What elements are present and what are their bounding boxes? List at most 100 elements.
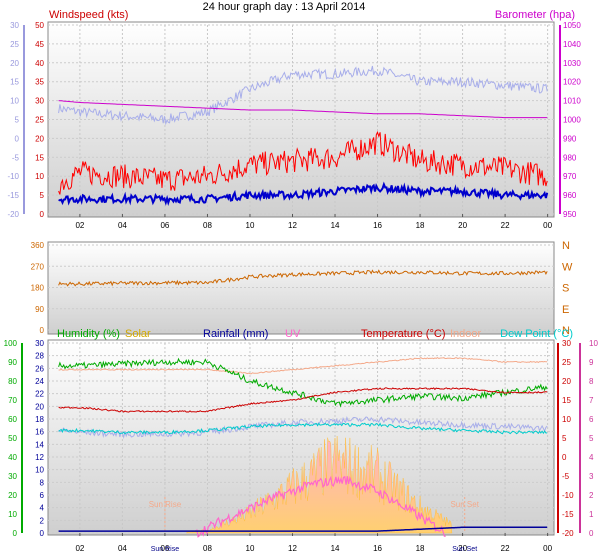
dew-point-trace [58,422,548,435]
solar-label: Solar [125,328,151,340]
temperature-xtick-label: 08 [203,544,212,553]
rainfall-tick-label: 2 [40,516,45,525]
temperature-tick-label: 0 [562,453,567,462]
rainfall-tick-label: 14 [35,440,44,449]
wind-panel-series [58,65,549,206]
temperature-label: Temperature (°C) [361,328,445,340]
barometer-tick-label: 1040 [563,40,581,49]
temperature-trace [58,387,548,413]
dew-point-tick-label: 7 [589,396,594,405]
temperature-scale-tick-label: -15 [7,191,19,200]
temperature-xtick-label: 14 [331,544,340,553]
dew-point-tick-label: 9 [589,358,594,367]
wind-xtick-label: 00 [543,221,552,230]
temperature-tick-label: 10 [562,415,571,424]
temperature-xtick-label: 02 [75,544,84,553]
wind-xtick-label: 14 [331,221,340,230]
dew-point-tick-label: 6 [589,415,594,424]
wind-xtick-label: 06 [160,221,169,230]
humidity-tick-label: 80 [8,377,17,386]
rainfall-tick-label: 12 [35,453,44,462]
barometer-tick-label: 990 [563,134,577,143]
barometer-tick-label: 1010 [563,97,581,106]
humidity-tick-label: 90 [8,358,17,367]
temperature-tick-label: 30 [562,339,571,348]
uv-label: UV [285,328,301,340]
rainfall-tick-label: 22 [35,390,44,399]
compass-label: E [562,304,569,316]
wind-xtick-label: 16 [373,221,382,230]
rainfall-tick-label: 24 [35,377,44,386]
humidity-tick-label: 40 [8,453,17,462]
wind-xtick-label: 12 [288,221,297,230]
direction-tick-label: 360 [31,241,45,250]
windspeed-tick-label: 30 [35,97,44,106]
barometer-tick-label: 1050 [563,21,581,30]
temperature-tick-label: -20 [562,529,574,538]
compass-label: N [562,325,570,337]
dew-point-tick-label: 1 [589,510,594,519]
temperature-tick-label: -10 [562,491,574,500]
sunset-label: Sun Set [450,500,479,509]
rainfall-trace [58,526,548,532]
wind-xtick-label: 02 [75,221,84,230]
dew-point-label: Dew Point (°C) [500,328,573,340]
windspeed-tick-label: 15 [35,153,44,162]
rainfall-tick-label: 26 [35,364,44,373]
wind-direction-series [58,269,548,287]
windspeed-tick-label: 45 [35,40,44,49]
page-title: 24 hour graph day : 13 April 2014 [203,1,366,13]
sunrise-label: Sun Rise [149,500,182,509]
windspeed-tick-label: 50 [35,21,44,30]
wind-xtick-label: 18 [416,221,425,230]
humidity-tick-label: 50 [8,434,17,443]
indoor-label: Indoor [450,328,482,340]
humidity-tick-label: 0 [13,529,18,538]
windspeed-tick-label: 25 [35,116,44,125]
apparent-temperature-trace [58,416,548,440]
temperature-panel-series [58,357,548,538]
temperature-xtick-label: 04 [118,544,127,553]
barometer-tick-label: 1020 [563,78,581,87]
barometer-tick-label: 1000 [563,116,581,125]
direction-tick-label: 270 [31,262,45,271]
uv-trace [196,475,446,538]
dew-point-tick-label: 0 [589,529,594,538]
temperature-xtick-label: 12 [288,544,297,553]
wind-xtick-label: 22 [501,221,510,230]
rainfall-tick-label: 6 [40,491,45,500]
compass-label: W [562,261,573,273]
temperature-scale-tick-label: -10 [7,172,19,181]
dew-point-tick-label: 8 [589,377,594,386]
dew-point-tick-label: 2 [589,491,594,500]
temperature-scale-tick-label: 20 [10,59,19,68]
wind-xtick-label: 04 [118,221,127,230]
temperature-tick-label: 15 [562,396,571,405]
temperature-scale-tick-label: 15 [10,78,19,87]
dew-point-tick-label: 10 [589,339,598,348]
rainfall-tick-label: 20 [35,402,44,411]
sunrise-axis-marker: Sun Rise [151,546,180,553]
barometer-tick-label: 950 [563,210,577,219]
average-wind-trace [58,181,549,206]
windspeed-axis-label: Windspeed (kts) [49,9,128,21]
temperature-trace [58,65,548,126]
temperature-scale-tick-label: 10 [10,97,19,106]
windspeed-tick-label: 0 [40,210,45,219]
rainfall-label: Rainfall (mm) [203,328,268,340]
temperature-scale-tick-label: 0 [15,134,20,143]
windspeed-tick-label: 20 [35,134,44,143]
temperature-tick-label: 5 [562,434,567,443]
wind-direction-trace [58,269,548,287]
temperature-scale-tick-label: 30 [10,21,19,30]
temperature-tick-label: 25 [562,358,571,367]
direction-tick-label: 180 [31,284,45,293]
rainfall-tick-label: 28 [35,352,44,361]
temperature-xtick-label: 06 [160,544,169,553]
sunset-axis-marker: Sun Set [452,546,477,553]
humidity-tick-label: 20 [8,491,17,500]
temperature-scale-tick-label: 25 [10,40,19,49]
humidity-tick-label: 30 [8,472,17,481]
